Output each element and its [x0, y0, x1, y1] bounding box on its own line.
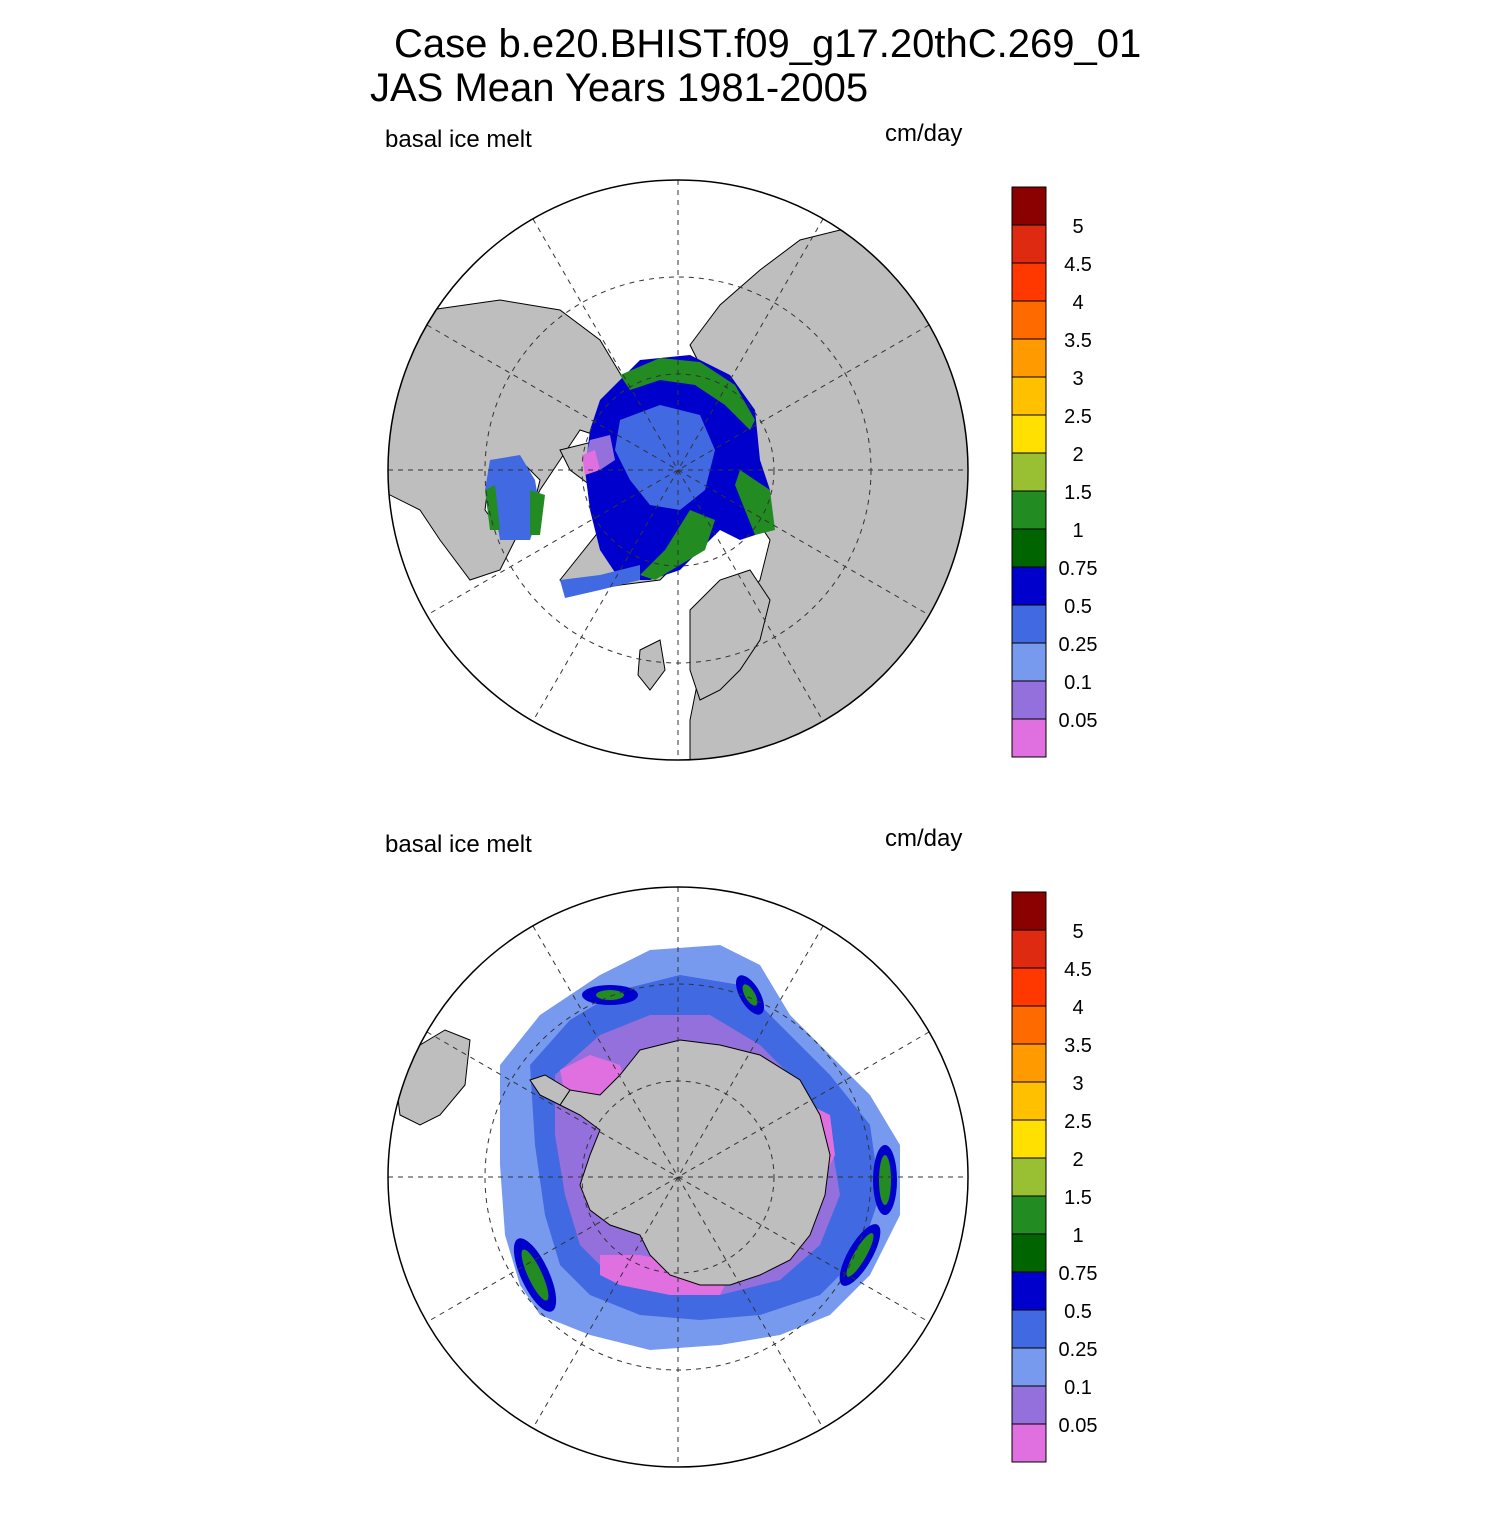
colorbar-level-label: 0.1 — [1064, 1377, 1092, 1399]
colorbar-level-label: 2.5 — [1064, 406, 1092, 428]
colorbar-swatch — [1011, 967, 1047, 1007]
colorbar-swatch — [1011, 338, 1047, 378]
arctic-graticule — [388, 180, 968, 760]
colorbar-level-label: 4.5 — [1064, 959, 1092, 981]
colorbar-swatch — [1011, 1119, 1047, 1159]
antarctica-land — [559, 1039, 831, 1286]
colorbar-swatch — [1011, 1233, 1047, 1273]
colorbar-swatch — [1011, 929, 1047, 969]
australia-land — [899, 1354, 961, 1426]
north-america-land — [388, 299, 641, 581]
arctic-units-label: cm/day — [885, 120, 963, 147]
colorbar-level-label: 0.05 — [1059, 1415, 1098, 1437]
colorbar-swatch — [1011, 1043, 1047, 1083]
colorbar-swatch — [1011, 642, 1047, 682]
arctic-melt-minimal — [582, 450, 600, 475]
colorbar-level-label: 0.75 — [1059, 1263, 1098, 1285]
colorbar-level-label: 1 — [1072, 1225, 1083, 1247]
arctic-variable-label: basal ice melt — [385, 126, 532, 153]
colorbar-level-label: 3 — [1072, 1073, 1083, 1095]
colorbar-level-label: 1.5 — [1064, 1187, 1092, 1209]
colorbar-level-label: 2 — [1072, 444, 1083, 466]
colorbar-swatch — [1011, 490, 1047, 530]
colorbar-swatch — [1011, 1005, 1047, 1045]
antarctic-units-label: cm/day — [885, 825, 963, 852]
colorbar-level-label: 0.25 — [1059, 634, 1098, 656]
baffin-melt-edge — [485, 485, 545, 535]
colorbar-level-label: 3 — [1072, 368, 1083, 390]
antarctic-panel: basal ice melt cm/day — [0, 815, 1500, 1515]
antarctic-graticule — [388, 887, 968, 1467]
melt-hotspot-5-core — [521, 1249, 549, 1301]
colorbar-level-label: 2.5 — [1064, 1111, 1092, 1133]
colorbar-swatch — [1011, 566, 1047, 606]
colorbar-level-label: 4.5 — [1064, 254, 1092, 276]
colorbar-level-label: 5 — [1072, 216, 1083, 238]
colorbar-level-label: 3.5 — [1064, 1035, 1092, 1057]
figure-title-line1: Case b.e20.BHIST.f09_g17.20thC.269_01 — [394, 22, 1142, 66]
colorbar-level-label: 0.1 — [1064, 672, 1092, 694]
antarctic-melt-pink-ross — [600, 1255, 730, 1295]
melt-hotspot-3-core — [879, 1155, 891, 1205]
colorbar-level-label: 5 — [1072, 921, 1083, 943]
arctic-panel: basal ice melt cm/day — [0, 110, 1500, 810]
colorbar-swatch — [1011, 262, 1047, 302]
colorbar-level-label: 3.5 — [1064, 330, 1092, 352]
uk-land — [637, 639, 666, 691]
antarctic-variable-label: basal ice melt — [385, 831, 532, 858]
arctic-colorbar: 5 4.5 4 3.5 3 2.5 2 1.5 1 0.75 0.5 0.25 0.1 0.05 — [1011, 186, 1098, 758]
colorbar-level-label: 0.25 — [1059, 1339, 1098, 1361]
scandinavia-land — [689, 569, 771, 701]
melt-hotspot-2-core — [742, 984, 758, 1006]
colorbar-swatch — [1011, 891, 1047, 931]
colorbar-swatch — [1011, 414, 1047, 454]
colorbar-swatch — [1011, 224, 1047, 264]
colorbar-swatch — [1011, 1347, 1047, 1387]
figure-title-line2: JAS Mean Years 1981-2005 — [370, 66, 869, 110]
labrador-melt — [560, 565, 640, 598]
colorbar-swatch — [1011, 1271, 1047, 1311]
colorbar-level-label: 4 — [1072, 997, 1083, 1019]
colorbar-level-label: 2 — [1072, 1149, 1083, 1171]
colorbar-level-label: 4 — [1072, 292, 1083, 314]
arctic-melt-green-band — [620, 358, 775, 580]
colorbar-swatch — [1011, 300, 1047, 340]
colorbar-swatch — [1011, 604, 1047, 644]
colorbar-swatch — [1011, 528, 1047, 568]
colorbar-level-label: 0.5 — [1064, 1301, 1092, 1323]
colorbar-swatch — [1011, 1195, 1047, 1235]
colorbar-level-label: 0.75 — [1059, 558, 1098, 580]
colorbar-swatch — [1011, 376, 1047, 416]
antarctic-polar-map — [387, 886, 969, 1468]
colorbar-swatch — [1011, 1157, 1047, 1197]
colorbar-level-label: 0.05 — [1059, 710, 1098, 732]
arctic-melt-core — [615, 405, 715, 510]
colorbar-swatch — [1011, 1385, 1047, 1425]
melt-hotspot-1-core — [596, 990, 624, 1000]
colorbar-swatch — [1011, 1423, 1047, 1463]
colorbar-swatch — [1011, 186, 1047, 226]
colorbar-swatch — [1011, 1309, 1047, 1349]
colorbar-swatch — [1011, 680, 1047, 720]
colorbar-level-label: 1 — [1072, 520, 1083, 542]
antarctic-colorbar: 5 4.5 4 3.5 3 2.5 2 1.5 1 0.75 0.5 0.25 0.1 0.05 — [1011, 891, 1098, 1463]
melt-hotspot-4-core — [846, 1233, 874, 1277]
colorbar-swatch — [1011, 452, 1047, 492]
arctic-polar-map — [387, 179, 969, 761]
antarctic-peninsula — [529, 1074, 571, 1106]
colorbar-swatch — [1011, 718, 1047, 758]
colorbar-level-label: 1.5 — [1064, 482, 1092, 504]
colorbar-level-label: 0.5 — [1064, 596, 1092, 618]
colorbar-swatch — [1011, 1081, 1047, 1121]
